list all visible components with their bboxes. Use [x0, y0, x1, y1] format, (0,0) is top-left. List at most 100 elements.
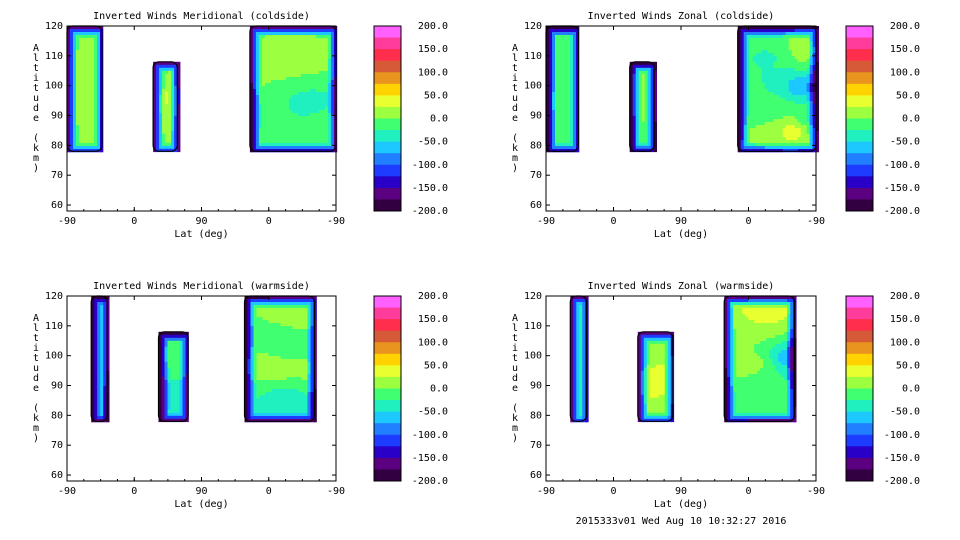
contour-cell	[67, 65, 71, 69]
contour-cell	[67, 95, 71, 99]
contour-cell	[249, 62, 254, 66]
contour-cell	[97, 29, 101, 33]
contour-cell	[794, 146, 798, 150]
contour-cell	[82, 98, 86, 102]
contour-cell	[300, 122, 305, 126]
colorbar-label: -200.0	[412, 206, 448, 217]
contour-cell	[97, 395, 101, 399]
contour-cell	[168, 76, 172, 81]
contour-cell	[253, 404, 257, 408]
contour-cell	[812, 47, 816, 51]
contour-cell	[549, 32, 553, 36]
contour-cell	[82, 62, 86, 66]
contour-cell	[330, 107, 335, 111]
contour-cell	[779, 59, 783, 63]
contour-cell	[779, 83, 783, 87]
contour-cell	[644, 130, 648, 135]
contour-cell	[330, 125, 335, 129]
contour-cell	[806, 134, 810, 138]
contour-cell	[76, 95, 80, 99]
contour-cell	[800, 113, 804, 117]
contour-cell	[67, 41, 71, 45]
contour-cell	[632, 88, 636, 93]
contour-cell	[809, 137, 813, 141]
contour-cell	[276, 125, 281, 129]
contour-cell	[546, 92, 550, 96]
contour-cell	[758, 56, 762, 60]
contour-cell	[809, 122, 813, 126]
contour-cell	[564, 104, 568, 108]
contour-cell	[267, 110, 272, 114]
contour-cell	[737, 74, 741, 78]
contour-cell	[312, 26, 317, 30]
contour-cell	[312, 131, 317, 135]
contour-cell	[746, 104, 750, 108]
contour-cell	[644, 142, 648, 147]
contour-cell	[249, 92, 254, 96]
contour-cell	[555, 56, 559, 60]
contour-cell	[573, 137, 577, 141]
contour-cell	[264, 44, 269, 48]
contour-cell	[779, 101, 783, 105]
contour-cell	[567, 50, 571, 54]
contour-cell	[270, 74, 275, 78]
contour-cell	[546, 47, 550, 51]
contour-cell	[103, 386, 107, 390]
contour-cell	[106, 296, 110, 300]
contour-cell	[558, 119, 562, 123]
contour-cell	[773, 98, 777, 102]
contour-cell	[291, 104, 296, 108]
contour-cell	[258, 98, 263, 102]
contour-cell	[73, 98, 77, 102]
y-tick-label: 90	[530, 111, 542, 122]
contour-cell	[740, 119, 744, 123]
contour-cell	[265, 326, 269, 330]
contour-cell	[294, 62, 299, 66]
contour-cell	[573, 38, 577, 42]
contour-cell	[174, 118, 178, 123]
contour-cell	[785, 140, 789, 144]
contour-cell	[91, 407, 95, 411]
contour-cell	[324, 119, 329, 123]
contour-cell	[247, 329, 251, 333]
contour-cell	[91, 353, 95, 357]
contour-cell	[321, 68, 326, 72]
contour-cell	[653, 70, 657, 75]
contour-cell	[770, 41, 774, 45]
contour-cell	[770, 83, 774, 87]
contour-cell	[318, 92, 323, 96]
contour-cell	[252, 53, 257, 57]
contour-cell	[270, 65, 275, 69]
contour-cell	[255, 137, 260, 141]
colorbar-label: -200.0	[884, 206, 920, 217]
contour-cell	[171, 79, 175, 84]
contour-cell	[85, 65, 89, 69]
contour-cell	[103, 395, 107, 399]
contour-cell	[85, 131, 89, 135]
contour-cell	[279, 122, 284, 126]
contour-cell	[259, 320, 263, 324]
contour-cell	[321, 131, 326, 135]
contour-cell	[812, 107, 816, 111]
contour-cell	[179, 358, 183, 363]
contour-cell	[294, 146, 299, 150]
contour-cell	[327, 62, 332, 66]
contour-cell	[273, 131, 278, 135]
contour-cell	[256, 359, 260, 363]
contour-cell	[555, 140, 559, 144]
contour-cell	[327, 95, 332, 99]
contour-cell	[167, 388, 171, 393]
contour-cell	[164, 373, 168, 378]
contour-cell	[177, 121, 181, 126]
contour-cell	[321, 38, 326, 42]
contour-cell	[770, 53, 774, 57]
contour-cell	[279, 83, 284, 87]
contour-cell	[244, 326, 248, 330]
contour-cell	[749, 26, 753, 30]
contour-cell	[97, 308, 101, 312]
contour-cell	[288, 122, 293, 126]
contour-cell	[752, 26, 756, 30]
contour-cell	[318, 98, 323, 102]
contour-cell	[803, 134, 807, 138]
contour-cell	[282, 71, 287, 75]
